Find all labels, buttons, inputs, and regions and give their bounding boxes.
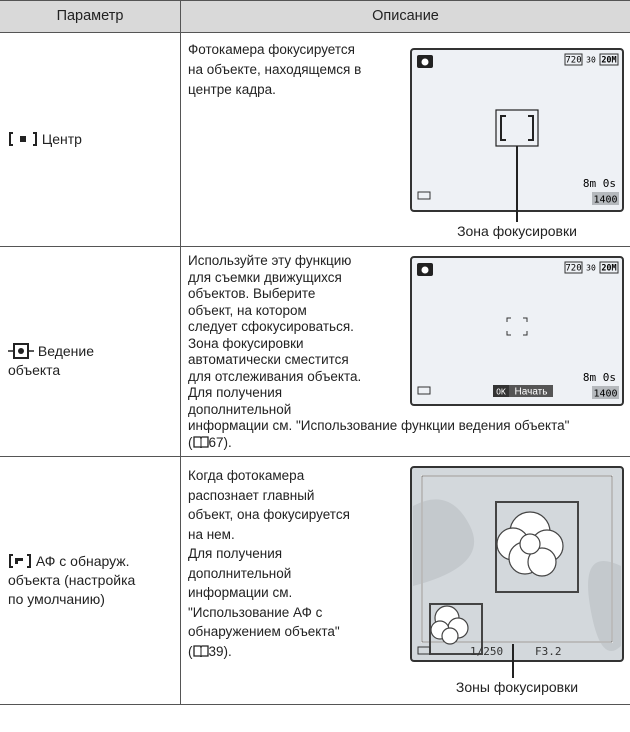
- reference-text: 39).: [208, 643, 232, 659]
- description-line: распознает главный: [188, 487, 315, 503]
- header-cell: [181, 1, 630, 32]
- description-line: Для получения: [188, 546, 283, 561]
- description-line: объект, она фокусируется: [188, 507, 350, 522]
- icon-center: [9, 132, 37, 146]
- header-cell: [0, 1, 180, 32]
- parameter-text: Ведение: [37, 343, 94, 359]
- parameter: Ведение объекта: [8, 342, 94, 380]
- border: [0, 32, 630, 33]
- parameter: Центр: [8, 130, 82, 149]
- camera-screen: 1/250 F3.2: [410, 466, 624, 662]
- screen-text: 8m 0s: [583, 177, 616, 190]
- caption: Зона фокусировки: [457, 223, 577, 239]
- description-line: объект, на котором: [188, 302, 307, 318]
- reference-line: (39).: [188, 642, 350, 662]
- screen-text: 30: [586, 264, 596, 273]
- description-line: обнаружением объекта": [188, 624, 340, 639]
- screen-text: 30: [586, 56, 596, 65]
- leader-line: [512, 644, 514, 678]
- description-line: Когда фотокамера: [188, 468, 305, 483]
- screen-text: Начать: [515, 387, 548, 398]
- description-line: следует сфокусироваться.: [188, 319, 354, 334]
- description-line: на объекте, находящемся в: [188, 62, 362, 77]
- screen-text: OK: [496, 388, 506, 397]
- description-line: Фотокамера фокусируется: [188, 42, 355, 57]
- description-line: центре кадра.: [188, 82, 276, 97]
- description-line: "Использование АФ с: [188, 604, 323, 620]
- description: Используйте эту функцию для съемки движущ…: [188, 253, 569, 451]
- book-icon: [192, 644, 209, 657]
- description: Фотокамера фокусируется на объекте, наход…: [188, 40, 361, 100]
- screen-text: 20M: [601, 56, 616, 66]
- reference-line: (67).: [188, 435, 569, 452]
- border: [180, 0, 181, 705]
- camera-screen: 720 30 20M 8m 0s OK Начать 1400: [410, 256, 624, 406]
- description-line: объектов. Выберите: [188, 286, 316, 301]
- border: [0, 246, 630, 247]
- description-line: для съемки движущихся: [188, 269, 342, 285]
- screen-text: 720: [565, 56, 581, 66]
- reference-text: (: [188, 643, 193, 659]
- description-line: Зона фокусировки: [188, 335, 304, 351]
- description-line: дополнительной: [188, 401, 292, 417]
- description-line: для отслеживания объекта.: [188, 368, 362, 384]
- screen-text: 1/250: [470, 645, 503, 658]
- header-text: Описание: [372, 8, 439, 24]
- border: [0, 456, 630, 457]
- parameter-text: объекта (настройка: [8, 572, 136, 588]
- description: Когда фотокамера распознает главный объект…: [188, 466, 350, 661]
- description-line: Для получения: [188, 385, 283, 400]
- border: [0, 704, 630, 705]
- screen-text: F3.2: [535, 645, 562, 658]
- description-line: Используйте эту функцию: [188, 253, 352, 268]
- parameter: АФ с обнаруж. объекта (настройка по умол…: [8, 552, 135, 609]
- description-line: дополнительной: [188, 565, 292, 581]
- description-line: автоматически сместится: [188, 352, 349, 367]
- screen-text: 8m 0s: [583, 371, 616, 384]
- screen-text: 1400: [593, 195, 617, 206]
- reference-text: (: [188, 434, 193, 450]
- screen-text: 20M: [601, 264, 616, 274]
- parameter-text: АФ с обнаруж.: [35, 553, 130, 569]
- description-line: информации см. "Использование функции ве…: [188, 418, 570, 433]
- screen-text: 720: [565, 264, 581, 274]
- border: [0, 0, 630, 1]
- parameter-text: по умолчанию): [8, 591, 105, 607]
- description-line: информации см.: [188, 585, 293, 600]
- reference-text: 67).: [208, 434, 232, 450]
- screen-text: 1400: [593, 389, 617, 400]
- caption: Зоны фокусировки: [455, 679, 579, 695]
- icon-tracking: [8, 343, 34, 359]
- leader-line: [516, 146, 518, 222]
- icon-subject: [9, 554, 31, 568]
- book-icon: [192, 435, 209, 448]
- parameter-text: Центр: [41, 131, 82, 147]
- description-line: на нем.: [188, 526, 235, 542]
- parameter-text: объекта: [8, 362, 61, 378]
- header-text: Параметр: [56, 8, 124, 24]
